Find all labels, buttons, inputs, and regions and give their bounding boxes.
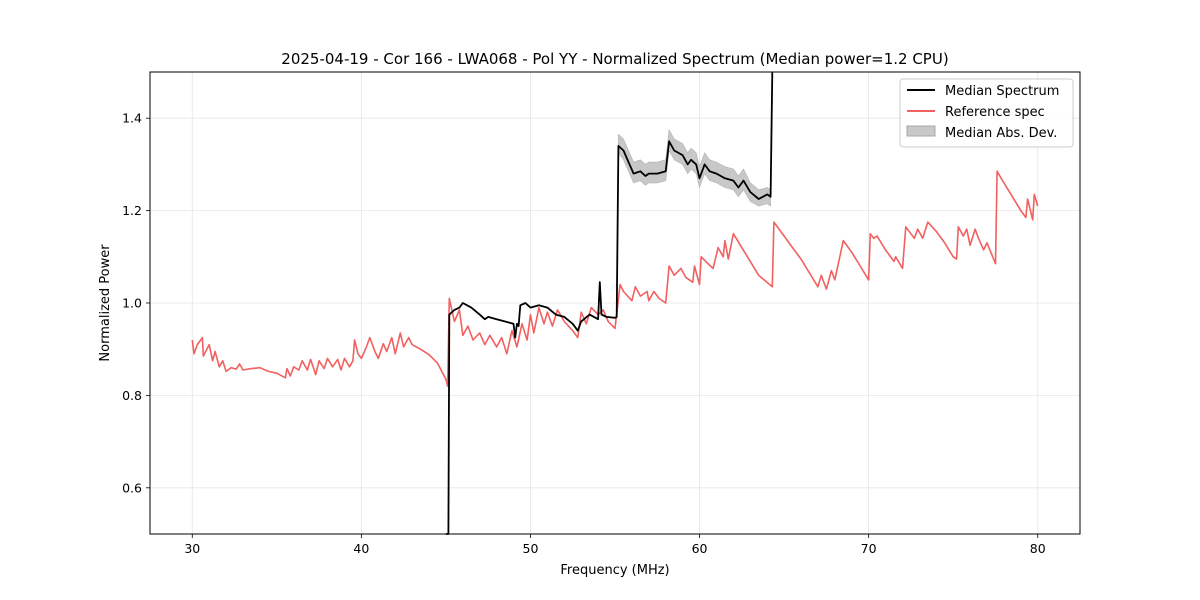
y-tick-label: 1.4: [122, 111, 142, 126]
x-tick-label: 30: [184, 541, 200, 556]
legend-label-median: Median Spectrum: [945, 84, 1059, 99]
legend-label-mad: Median Abs. Dev.: [945, 126, 1057, 141]
mad-band-layer: [618, 128, 771, 207]
x-axis-label: Frequency (MHz): [560, 563, 669, 578]
legend-label-reference: Reference spec: [945, 105, 1045, 120]
tick-layer: 30 40 50 60 70 80 0.6 0.8 1.0 1.2 1.4: [122, 111, 1046, 556]
chart-title: 2025-04-19 - Cor 166 - LWA068 - Pol YY -…: [281, 50, 948, 68]
y-tick-label: 0.6: [122, 480, 142, 495]
median-spectrum-line: [445, 71, 774, 535]
x-tick-label: 80: [1030, 541, 1046, 556]
y-axis-label: Normalized Power: [98, 244, 113, 362]
x-tick-label: 50: [523, 541, 539, 556]
series-layer: [191, 71, 1039, 535]
y-tick-label: 0.8: [122, 388, 142, 403]
legend-swatch-mad: [906, 125, 936, 137]
mad-band: [618, 128, 771, 207]
x-tick-label: 60: [692, 541, 708, 556]
y-tick-label: 1.0: [122, 296, 142, 311]
x-tick-label: 70: [861, 541, 877, 556]
reference-spec-line: [191, 170, 1039, 387]
y-tick-label: 1.2: [122, 203, 142, 218]
x-tick-label: 40: [353, 541, 369, 556]
legend: Median Spectrum Reference spec Median Ab…: [899, 78, 1074, 148]
legend-box: [899, 78, 1074, 148]
